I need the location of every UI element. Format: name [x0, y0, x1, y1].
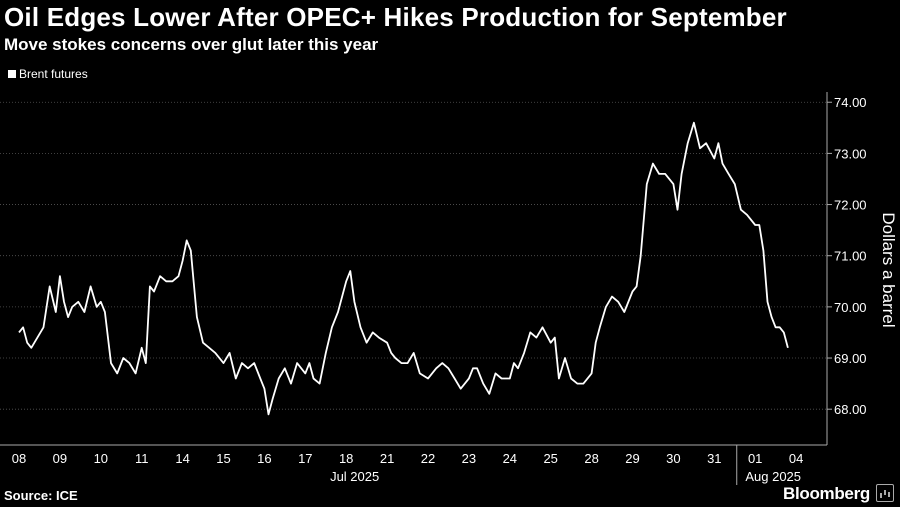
bloomberg-logo: Bloomberg	[782, 484, 870, 503]
gridlines	[0, 101, 827, 410]
x-tick-label: 11	[135, 451, 149, 466]
series-line-brent-futures	[18, 121, 789, 416]
y-axis-tick-labels: 68.00 69.00 70.00 71.00 72.00 73.00 74.00	[826, 92, 867, 445]
x-tick-label: 23	[462, 451, 476, 466]
x-tick-label: 17	[298, 451, 312, 466]
x-tick-label: 30	[666, 451, 680, 466]
x-tick-label: 15	[216, 451, 230, 466]
x-tick-label: 09	[53, 451, 67, 466]
y-tick-label: 70.00	[834, 300, 867, 315]
x-tick-label: 21	[380, 451, 394, 466]
x-group-label: Aug 2025	[745, 469, 801, 484]
x-tick-label: 31	[707, 451, 721, 466]
series-lines	[18, 121, 789, 416]
source-note: Source: ICE	[4, 488, 78, 503]
x-tick-label: 14	[175, 451, 189, 466]
y-tick-label: 68.00	[834, 402, 867, 417]
x-tick-label: 16	[257, 451, 271, 466]
x-tick-label: 01	[748, 451, 762, 466]
x-tick-label: 10	[94, 451, 108, 466]
x-tick-label: 29	[625, 451, 639, 466]
y-axis-label: Dollars a barrel	[879, 212, 898, 327]
chart-icon	[876, 484, 894, 502]
y-tick-label: 73.00	[834, 146, 867, 161]
x-axis: 08 09 10 11 14 15 16 17 18 21 22 23 24 25 28 29 30 31 01 04…	[0, 444, 827, 485]
legend-label-brent: Brent futures	[19, 67, 88, 81]
y-tick-label: 74.00	[834, 95, 867, 110]
x-tick-label: 28	[584, 451, 598, 466]
y-tick-label: 72.00	[834, 198, 867, 213]
x-tick-label: 24	[503, 451, 517, 466]
x-tick-label: 04	[789, 451, 803, 466]
x-tick-label: 22	[421, 451, 435, 466]
x-tick-label: 08	[12, 451, 26, 466]
x-tick-label: 25	[543, 451, 557, 466]
y-tick-label: 69.00	[834, 351, 867, 366]
y-tick-label: 71.00	[834, 249, 867, 264]
legend-swatch	[8, 70, 16, 78]
x-tick-label: 18	[339, 451, 353, 466]
legend: Brent futures	[8, 67, 88, 81]
x-group-label: Jul 2025	[330, 469, 379, 484]
chart-subtitle: Move stokes concerns over glut later thi…	[4, 35, 379, 54]
chart-title: Oil Edges Lower After OPEC+ Hikes Produc…	[4, 2, 787, 32]
